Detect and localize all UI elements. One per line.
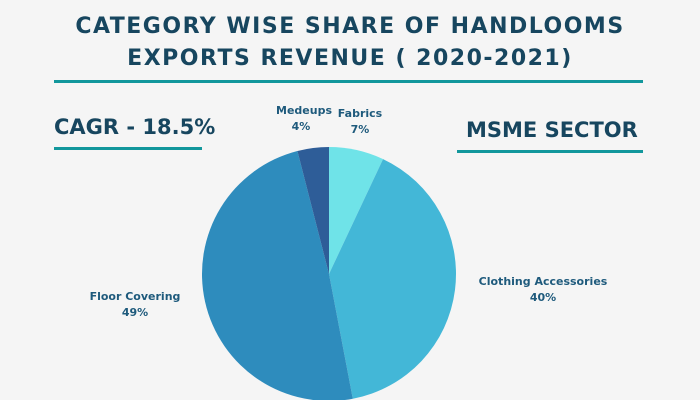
- slice-label-medeups: Medeups 4%: [276, 104, 332, 133]
- pie-slice-floor-covering: [202, 150, 353, 400]
- chart-title-line2: EXPORTS REVENUE ( 2020-2021): [127, 46, 573, 71]
- cagr-underline: [54, 147, 202, 150]
- slice-label-floor-covering: Floor Covering 49%: [89, 290, 181, 319]
- pie-slice-clothing-accessories: [329, 159, 456, 399]
- cagr-label: CAGR - 18.5%: [54, 115, 216, 139]
- sector-label: MSME SECTOR: [466, 118, 638, 142]
- pie-slice-fabrics: [329, 147, 384, 274]
- sector-underline: [457, 150, 643, 153]
- slice-label-fabrics: Fabrics 7%: [337, 107, 383, 136]
- slice-label-clothing-accessories: Clothing Accessories 40%: [478, 275, 608, 304]
- title-underline: [54, 80, 643, 83]
- chart-title-line1: CATEGORY WISE SHARE OF HANDLOOMS: [75, 14, 625, 39]
- pie-slice-medeups: [297, 147, 329, 274]
